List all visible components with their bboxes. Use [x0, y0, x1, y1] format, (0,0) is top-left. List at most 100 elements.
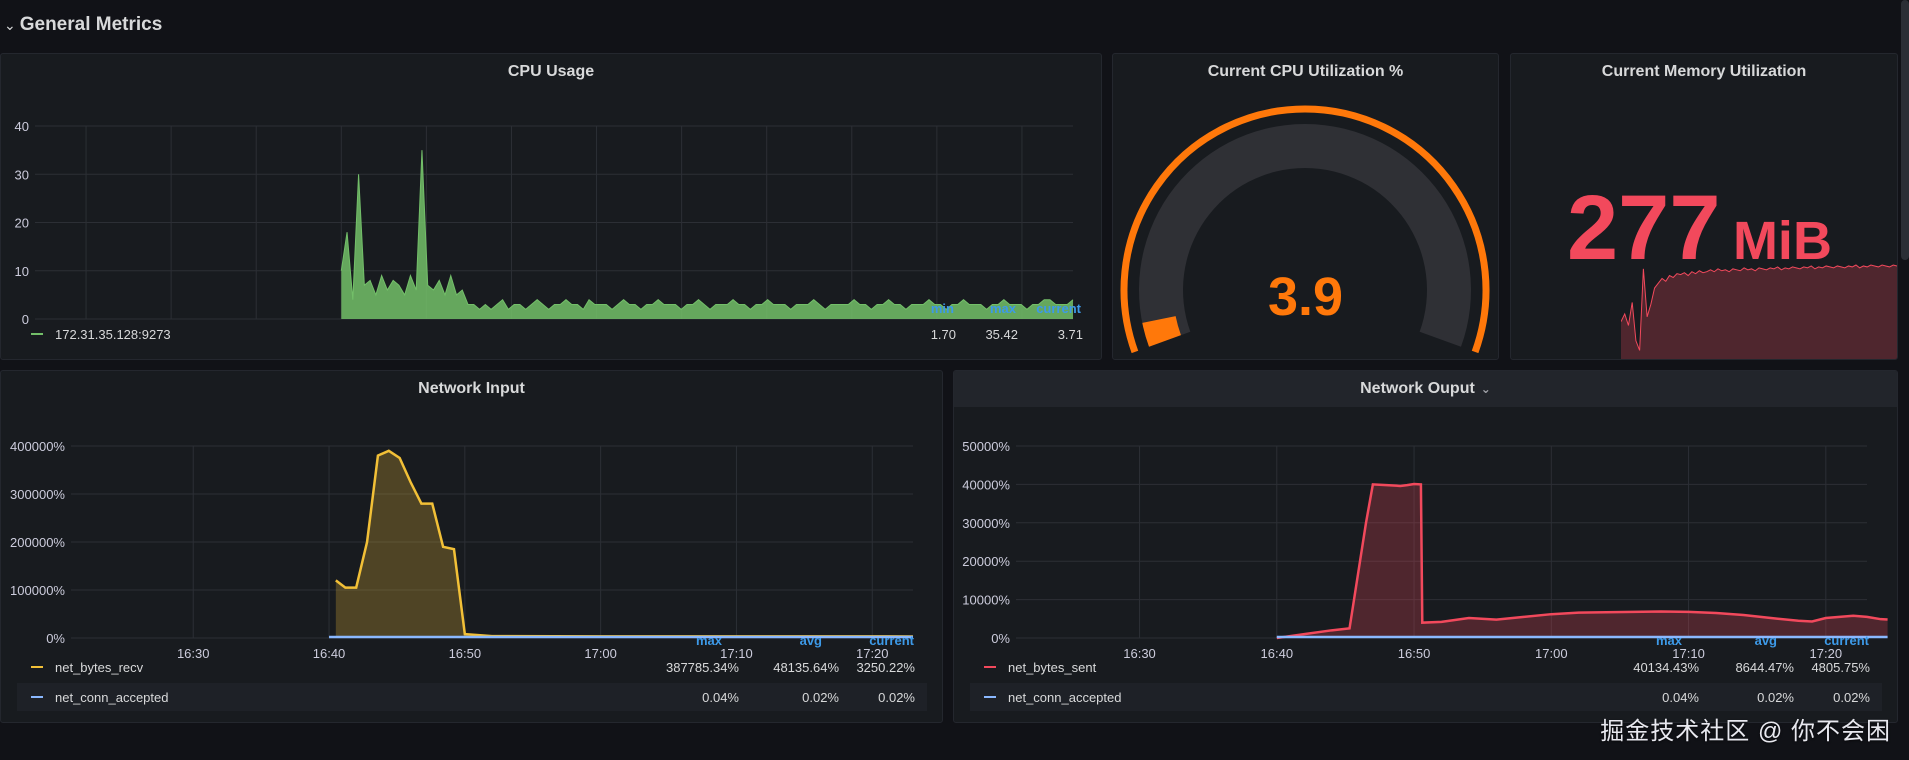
panel-title: Network Ouput — [1360, 380, 1475, 397]
y-tick-label: 200000% — [10, 535, 65, 550]
y-tick-label: 40000% — [962, 477, 1010, 492]
legend-current-value: 3.71 — [1057, 326, 1083, 342]
x-tick-label: 16:40 — [325, 327, 358, 330]
legend-header-avg[interactable]: avg — [799, 633, 822, 648]
cpu-usage-chart[interactable]: 0 10 20 30 40 16:25 16:30 16:35 16:40 16:45 16:50 1… — [1, 90, 1101, 330]
series-line — [1276, 482, 1888, 640]
row-header-general-metrics[interactable]: ⌄ General Metrics — [0, 0, 1909, 50]
legend-item-net-bytes-recv[interactable]: net_bytes_recv 387785.34% 48135.64% 3250… — [17, 653, 927, 681]
cpu-usage-panel[interactable]: CPU Usage 01020304016:2516:3016:3516:401… — [0, 53, 1102, 360]
memory-number: 277 — [1567, 177, 1721, 279]
row-title: General Metrics — [19, 14, 163, 35]
legend-item-net-conn-accepted[interactable]: net_conn_accepted 0.04% 0.02% 0.02% — [17, 683, 927, 711]
y-tick-label: 100000% — [10, 583, 65, 598]
legend-max-value: 40134.43% — [1633, 659, 1699, 675]
y-tick-label: 0% — [991, 631, 1010, 646]
y-tick-label: 400000% — [10, 439, 65, 454]
x-tick-label: 16:30 — [1123, 646, 1156, 661]
legend-header-avg[interactable]: avg — [1754, 633, 1777, 648]
y-tick-label: 300000% — [10, 487, 65, 502]
gauge-track — [1139, 123, 1471, 347]
legend-current-value: 0.02% — [878, 689, 915, 705]
network-output-chart[interactable]: 0% 10000% 20000% 30000% 40000% 50000% 16:30 16:… — [954, 407, 1897, 667]
x-tick-label: 17:20 — [1006, 327, 1039, 330]
series-area — [335, 450, 913, 638]
legend-max-value: 387785.34% — [665, 659, 739, 675]
y-tick-label: 50000% — [962, 439, 1010, 454]
y-tick-label: 30000% — [962, 516, 1010, 531]
x-tick-label: 16:50 — [495, 327, 528, 330]
x-tick-label: 17:20 — [1810, 646, 1843, 661]
legend-max-value: 0.04% — [702, 689, 739, 705]
legend-avg-value: 0.02% — [1757, 689, 1794, 705]
sparkline-line — [1621, 264, 1897, 351]
legend-header-min[interactable]: min — [930, 301, 954, 316]
legend-header-current[interactable]: current — [869, 633, 914, 648]
y-tick-label: 40 — [15, 119, 29, 134]
legend-item-net-conn-accepted[interactable]: net_conn_accepted 0.04% 0.02% 0.02% — [970, 683, 1882, 711]
x-tick-label: 17:10 — [1672, 646, 1705, 661]
legend-series-name: net_bytes_sent — [1008, 659, 1097, 675]
memory-utilization-panel[interactable]: Current Memory Utilization 277 MiB — [1510, 53, 1898, 360]
network-output-panel[interactable]: Network Ouput ⌄ 0% 10000% 20000% 30000% 4000… — [953, 370, 1898, 723]
series-area — [1276, 484, 1888, 638]
legend-max-value: 0.04% — [1662, 689, 1699, 705]
legend-header-max[interactable]: max — [1655, 633, 1682, 648]
legend-header-max[interactable]: max — [695, 633, 722, 648]
x-tick-label: 17:15 — [921, 327, 954, 330]
panel-title: Current CPU Utilization % — [1207, 63, 1404, 80]
chevron-down-icon[interactable]: ⌄ — [1480, 382, 1491, 396]
legend-avg-value: 0.02% — [802, 689, 839, 705]
x-tick-label: 17:00 — [584, 646, 617, 661]
gauge-value: 3.9 — [1267, 267, 1344, 327]
y-tick-label: 30 — [15, 167, 29, 182]
series-swatch — [31, 696, 43, 698]
series-line — [340, 150, 1074, 311]
scrollbar[interactable] — [1901, 0, 1909, 260]
legend-item-net-bytes-sent[interactable]: net_bytes_sent 40134.43% 8644.47% 4805.7… — [970, 653, 1882, 681]
y-tick-label: 0 — [22, 312, 29, 327]
legend-series-name: net_conn_accepted — [55, 689, 169, 705]
gauge-outer-ring — [1120, 105, 1490, 354]
series-swatch — [31, 666, 43, 668]
legend-current-value: 4805.75% — [1811, 659, 1870, 675]
legend-series-name: net_bytes_recv — [55, 659, 144, 675]
chevron-down-icon[interactable]: ⌄ — [4, 16, 16, 33]
x-tick-label: 16:40 — [1261, 646, 1294, 661]
x-tick-label: 17:20 — [856, 646, 889, 661]
y-tick-label: 0% — [46, 631, 65, 646]
cpu-gauge — [1120, 105, 1490, 354]
cpu-utilization-gauge-panel[interactable]: Current CPU Utilization % 3.9 — [1112, 53, 1499, 360]
network-input-panel[interactable]: Network Input 0% 100000% 200000% 300000% 400… — [0, 370, 943, 723]
legend-min-value: 1.70 — [930, 326, 956, 342]
x-tick-label: 17:00 — [665, 327, 698, 330]
x-tick-label: 16:50 — [1398, 646, 1431, 661]
panel-title: CPU Usage — [507, 63, 595, 80]
x-tick-label: 17:10 — [720, 646, 753, 661]
series-area — [341, 150, 1074, 319]
x-tick-label: 17:00 — [1535, 646, 1568, 661]
panel-title-bar[interactable]: Network Ouput ⌄ — [954, 371, 1897, 407]
memory-unit: MiB — [1732, 211, 1832, 271]
x-tick-label: 17:10 — [836, 327, 869, 330]
gauge-fill — [1142, 316, 1181, 347]
watermark-text: 掘金技术社区 @ 你不会困 — [1600, 718, 1891, 745]
x-tick-label: 16:35 — [240, 327, 273, 330]
legend-header-current[interactable]: current — [1824, 633, 1869, 648]
legend-current-value: 0.02% — [1833, 689, 1870, 705]
network-input-chart[interactable]: 0% 100000% 200000% 300000% 400000% 16:30 16:40… — [1, 407, 942, 667]
memory-sparkline — [1621, 264, 1897, 359]
sparkline-area — [1621, 265, 1897, 359]
panel-title: Current Memory Utilization — [1601, 63, 1807, 80]
series-swatch — [984, 696, 996, 698]
series-swatch — [31, 333, 43, 335]
series-swatch — [984, 666, 996, 668]
legend-current-value: 3250.22% — [856, 659, 915, 675]
legend-series-name: net_conn_accepted — [1008, 689, 1122, 705]
x-tick-label: 16:30 — [177, 646, 210, 661]
legend-series-name: 172.31.35.128:9273 — [55, 326, 171, 342]
legend-header-max[interactable]: max — [989, 301, 1016, 316]
x-tick-label: 16:45 — [410, 327, 443, 330]
legend-header-current[interactable]: current — [1036, 301, 1081, 316]
legend-item-cpu[interactable]: 172.31.35.128:9273 1.70 35.42 3.71 — [17, 320, 1087, 348]
